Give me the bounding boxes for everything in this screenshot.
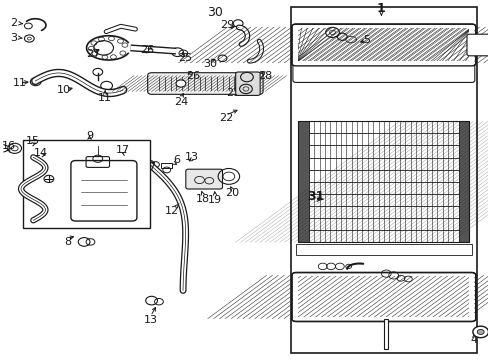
- Bar: [293, 61, 473, 65]
- Bar: [293, 27, 298, 63]
- Text: 13: 13: [143, 315, 157, 325]
- Bar: [298, 121, 308, 242]
- Text: 15: 15: [26, 136, 40, 146]
- Text: 12: 12: [165, 206, 179, 216]
- Text: 29: 29: [219, 20, 234, 30]
- Text: 14: 14: [34, 148, 47, 158]
- Text: 3: 3: [10, 33, 17, 43]
- Bar: [298, 121, 468, 242]
- Text: 28: 28: [257, 71, 272, 81]
- Text: 13: 13: [185, 152, 199, 162]
- Text: 24: 24: [173, 96, 188, 107]
- Bar: [468, 27, 473, 63]
- Text: 30: 30: [207, 6, 223, 19]
- Bar: [458, 121, 468, 242]
- FancyBboxPatch shape: [71, 161, 137, 221]
- Text: 2: 2: [10, 18, 17, 28]
- Bar: [161, 163, 172, 168]
- Text: 21: 21: [225, 88, 239, 98]
- Bar: [23, 140, 149, 228]
- Text: 10: 10: [57, 85, 70, 95]
- Bar: [293, 317, 473, 320]
- Text: 30: 30: [203, 59, 217, 69]
- Text: 25: 25: [178, 53, 191, 63]
- Text: 26: 26: [141, 45, 154, 55]
- Text: 18: 18: [196, 194, 209, 204]
- Text: 31: 31: [306, 190, 324, 203]
- Bar: [293, 274, 473, 276]
- Circle shape: [476, 329, 483, 334]
- Bar: [468, 275, 473, 319]
- Text: 7: 7: [148, 162, 155, 172]
- FancyBboxPatch shape: [185, 169, 222, 189]
- FancyBboxPatch shape: [147, 73, 263, 94]
- Circle shape: [176, 80, 185, 87]
- Text: 26: 26: [186, 71, 200, 81]
- FancyBboxPatch shape: [466, 34, 488, 56]
- Text: 1: 1: [376, 3, 385, 15]
- Bar: [290, 7, 476, 353]
- Text: 19: 19: [208, 195, 222, 205]
- Text: 6: 6: [173, 155, 180, 165]
- Text: 20: 20: [225, 188, 239, 198]
- Bar: [383, 319, 387, 349]
- Text: 17: 17: [116, 145, 130, 156]
- Text: 11: 11: [98, 93, 112, 103]
- Text: 4: 4: [470, 335, 477, 345]
- Text: 9: 9: [86, 131, 93, 141]
- Bar: [293, 25, 473, 28]
- Bar: [295, 244, 471, 255]
- Text: 27: 27: [85, 49, 100, 59]
- Text: 5: 5: [363, 35, 369, 45]
- Text: 23: 23: [236, 88, 250, 98]
- Text: 8: 8: [64, 237, 71, 247]
- FancyBboxPatch shape: [291, 24, 475, 66]
- FancyBboxPatch shape: [291, 273, 475, 321]
- Text: 11: 11: [13, 78, 26, 88]
- Text: 16: 16: [2, 141, 16, 151]
- Bar: [293, 275, 298, 319]
- FancyBboxPatch shape: [235, 72, 260, 95]
- FancyBboxPatch shape: [292, 64, 474, 82]
- Text: 22: 22: [218, 113, 233, 123]
- Circle shape: [472, 326, 488, 338]
